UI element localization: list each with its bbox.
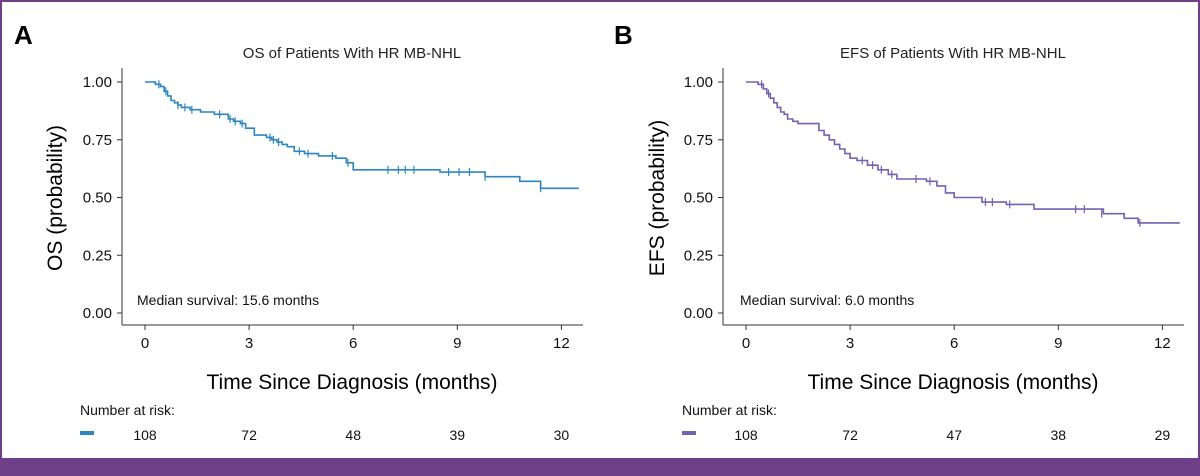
x-tick-label-a: 9	[453, 335, 461, 352]
risk-count-b: 38	[1051, 427, 1067, 443]
y-tick-label-b: 0.00	[684, 305, 713, 322]
risk-count-b: 108	[734, 427, 758, 443]
y-tick-label-b: 0.75	[684, 132, 713, 149]
risk-count-a: 108	[133, 427, 157, 443]
x-tick-label-b: 0	[742, 335, 750, 352]
x-tick-label-b: 12	[1154, 335, 1171, 352]
risk-table-legend-swatch-a	[80, 431, 94, 435]
x-tick-label-b: 9	[1054, 335, 1062, 352]
median-survival-annotation-a: Median survival: 15.6 months	[137, 292, 319, 308]
y-tick-label-b: 0.50	[684, 190, 713, 207]
risk-count-a: 30	[554, 427, 570, 443]
panel-label-a: A	[14, 20, 33, 50]
y-tick-label-a: 0.50	[83, 190, 112, 207]
risk-table-label-b: Number at risk:	[682, 402, 777, 418]
x-tick-label-a: 12	[553, 335, 570, 352]
panel-label-b: B	[614, 20, 633, 50]
x-tick-label-a: 3	[245, 335, 253, 352]
risk-count-b: 72	[842, 427, 858, 443]
y-axis-label-a: OS (probability)	[44, 125, 67, 271]
x-axis-label-a: Time Since Diagnosis (months)	[207, 371, 498, 394]
risk-count-b: 47	[946, 427, 962, 443]
panel-a: A OS of Patients With HR MB-NHL OS (prob…	[14, 20, 583, 443]
bottom-accent-bar	[0, 458, 1200, 476]
median-survival-annotation-b: Median survival: 6.0 months	[740, 292, 914, 308]
y-tick-label-a: 0.25	[83, 247, 112, 264]
y-tick-label-b: 1.00	[684, 74, 713, 91]
risk-count-b: 29	[1155, 427, 1171, 443]
y-tick-label-b: 0.25	[684, 247, 713, 264]
y-tick-label-a: 1.00	[83, 74, 112, 91]
risk-table-legend-swatch-b	[682, 431, 696, 435]
y-tick-label-a: 0.00	[83, 305, 112, 322]
panel-b: B EFS of Patients With HR MB-NHL EFS (pr…	[614, 20, 1184, 443]
x-axis-label-b: Time Since Diagnosis (months)	[808, 371, 1099, 394]
x-tick-label-b: 3	[846, 335, 854, 352]
survival-curve-a	[145, 81, 579, 190]
x-tick-label-a: 0	[141, 335, 149, 352]
risk-count-a: 39	[450, 427, 466, 443]
chart-title-b: EFS of Patients With HR MB-NHL	[840, 45, 1066, 62]
y-tick-label-a: 0.75	[83, 132, 112, 149]
risk-count-a: 72	[241, 427, 257, 443]
x-tick-label-b: 6	[950, 335, 958, 352]
risk-count-a: 48	[345, 427, 361, 443]
y-axis-label-b: EFS (probability)	[646, 120, 669, 276]
figure-frame	[0, 0, 1200, 460]
x-tick-label-a: 6	[349, 335, 357, 352]
survival-curve-b	[746, 81, 1180, 224]
risk-table-label-a: Number at risk:	[80, 402, 175, 418]
chart-title-a: OS of Patients With HR MB-NHL	[243, 45, 461, 62]
